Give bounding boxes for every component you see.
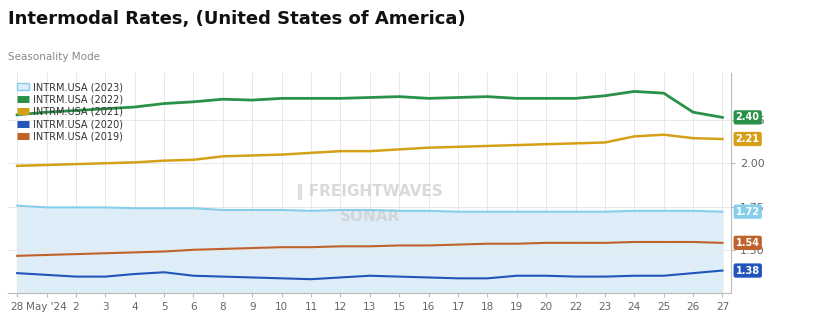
Text: 2.40: 2.40 (735, 113, 760, 123)
Text: Seasonality Mode: Seasonality Mode (8, 52, 101, 62)
Text: 1.72: 1.72 (735, 207, 760, 217)
Text: ‖ FREIGHTWAVES: ‖ FREIGHTWAVES (297, 184, 443, 200)
Text: 1.38: 1.38 (735, 265, 760, 275)
Legend: INTRM.USA (2023), INTRM.USA (2022), INTRM.USA (2021), INTRM.USA (2020), INTRM.US: INTRM.USA (2023), INTRM.USA (2022), INTR… (13, 78, 126, 146)
Text: 1.54: 1.54 (735, 238, 760, 248)
Text: SONAR: SONAR (340, 208, 400, 224)
Text: Intermodal Rates, (United States of America): Intermodal Rates, (United States of Amer… (8, 10, 466, 28)
Text: 2.21: 2.21 (735, 134, 760, 144)
